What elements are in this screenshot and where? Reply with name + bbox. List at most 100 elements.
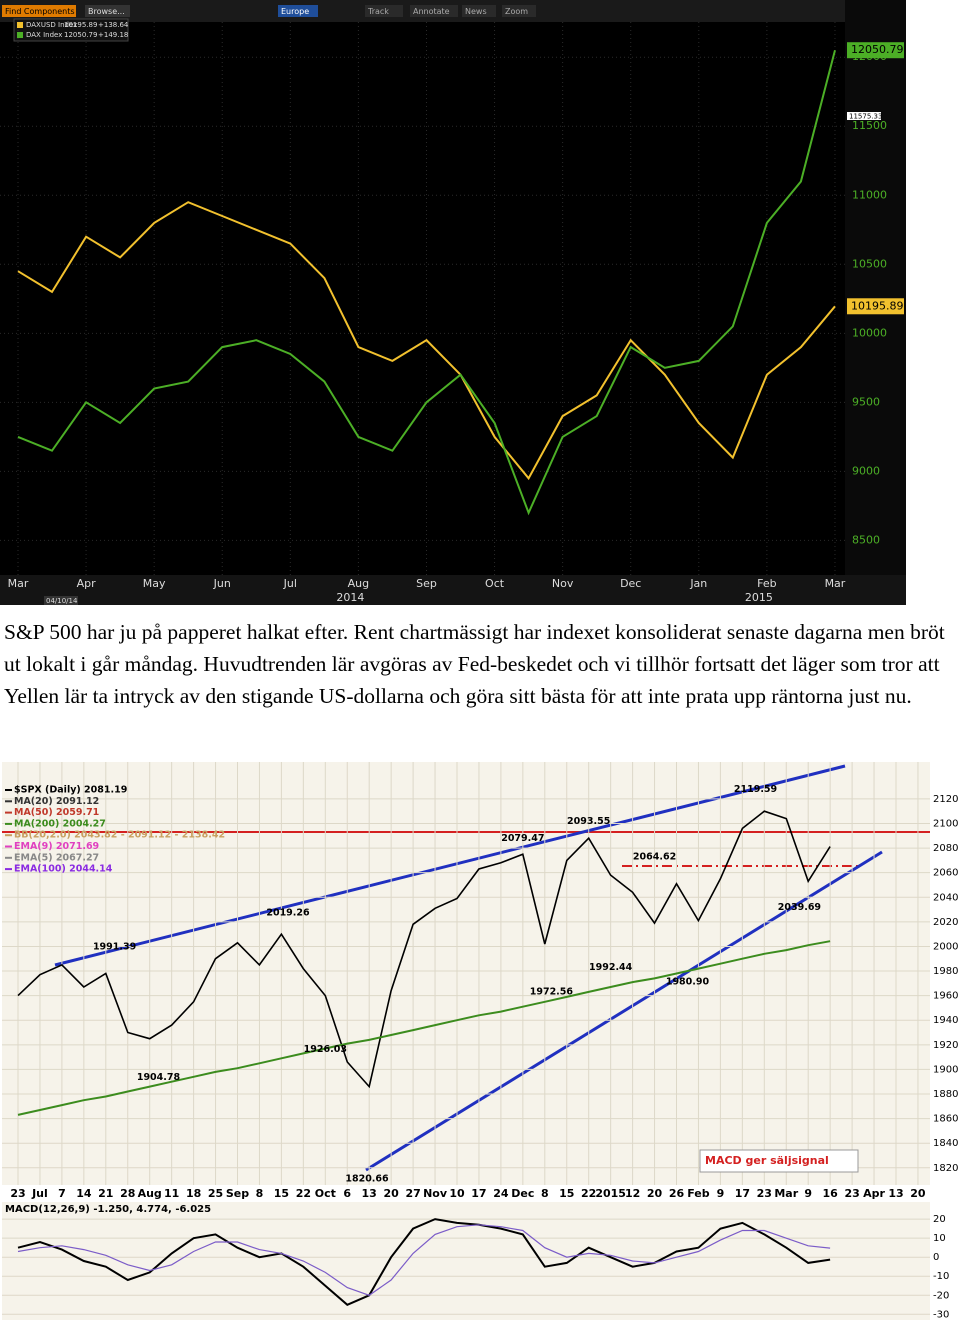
legend-change: +138.64 (98, 21, 129, 29)
y-tick-label: -10 (933, 1271, 949, 1282)
x-tick-label: 9 (804, 1187, 812, 1200)
y-tick-label: 1980 (933, 966, 958, 977)
x-tick-label: 21 (98, 1187, 113, 1200)
toolbar-label: Zoom (505, 7, 528, 16)
x-tick-label: Oct (315, 1187, 336, 1200)
x-tick-label: Mar (774, 1187, 798, 1200)
toolbar-button (502, 5, 536, 17)
toolbar-label: Track (367, 7, 389, 16)
x-tick-label: 15 (559, 1187, 574, 1200)
y-axis-band (845, 0, 906, 575)
legend-value: 10195.89 (64, 21, 97, 29)
x-tick-label: 8 (256, 1187, 264, 1200)
x-tick-label: Feb (757, 577, 776, 590)
legend-change: +149.18 (98, 31, 128, 39)
x-tick-label: 15 (274, 1187, 289, 1200)
toolbar-label: Annotate (413, 7, 450, 16)
y-tick-label: 2000 (933, 941, 958, 952)
last-value-label: 10195.89 (851, 299, 904, 312)
y-tick-label: 1820 (933, 1163, 958, 1174)
x-tick-label: Jan (689, 577, 707, 590)
legend-label: DAXUSD Index (26, 21, 77, 29)
last-value-label: 12050.79 (851, 43, 904, 56)
year-label: 2015 (745, 591, 773, 604)
toolbar-button (278, 5, 318, 17)
marker-label: 11575.33 (849, 113, 882, 121)
legend-swatch (17, 22, 23, 28)
price-annotation: 2119.59 (734, 784, 777, 795)
x-tick-label: May (143, 577, 166, 590)
y-tick-label: 8500 (852, 533, 880, 546)
x-tick-label: Jun (213, 577, 231, 590)
y-tick-label: 10000 (852, 326, 887, 339)
chart-background (0, 0, 906, 605)
price-annotation: 1820.66 (345, 1173, 389, 1184)
y-tick-label: 20 (933, 1214, 946, 1225)
y-tick-label: 11000 (852, 188, 887, 201)
y-tick-label: 1900 (933, 1064, 958, 1075)
y-tick-label: 1880 (933, 1089, 958, 1100)
y-tick-label: 2040 (933, 892, 958, 903)
spx-chart: 1820184018601880190019201940196019802000… (0, 760, 960, 1322)
toolbar-button (365, 5, 403, 17)
series-line (17, 810, 831, 1089)
legend-label: MA(200) 2004.27 (14, 818, 106, 829)
x-tick-label: 9 (717, 1187, 725, 1200)
price-panel (2, 762, 930, 1185)
x-tick-label: 23 (757, 1187, 772, 1200)
legend-label: EMA(100) 2044.14 (14, 864, 113, 875)
legend-label: BB(20,2.0) 2043.82 - 2091.12 - 2138.42 (14, 830, 225, 841)
price-annotation: 2079.47 (501, 833, 544, 844)
x-tick-label: 2015 (595, 1187, 626, 1200)
x-tick-label: 24 (493, 1187, 509, 1200)
y-tick-label: 1860 (933, 1114, 958, 1125)
x-tick-label: 26 (669, 1187, 685, 1200)
lower-trendline (365, 850, 883, 1172)
toolbar-button (85, 5, 130, 17)
series-line (17, 49, 836, 516)
x-tick-label: Sep (416, 577, 437, 590)
x-tick-label: 25 (208, 1187, 223, 1200)
y-tick-label: 1840 (933, 1138, 958, 1149)
x-tick-label: 16 (822, 1187, 838, 1200)
x-tick-label: Nov (423, 1187, 448, 1200)
x-tick-label: 12 (625, 1187, 640, 1200)
legend-swatch (17, 32, 23, 38)
note-label: MACD ger säljsignal (705, 1154, 829, 1167)
legend-label: MA(20) 2091.12 (14, 796, 99, 807)
y-tick-label: 0 (933, 1252, 939, 1263)
x-tick-label: 22 (296, 1187, 311, 1200)
y-tick-label: 10500 (852, 257, 887, 270)
y-tick-label: 2100 (933, 818, 958, 829)
x-tick-label: Nov (552, 577, 574, 590)
x-tick-label: Apr (863, 1187, 885, 1200)
x-tick-label: 22 (581, 1187, 596, 1200)
x-tick-label: 14 (76, 1187, 92, 1200)
toolbar-button (410, 5, 458, 17)
x-tick-label: Mar (825, 577, 846, 590)
x-tick-label: 23 (844, 1187, 859, 1200)
price-annotation: 1904.78 (137, 1072, 181, 1083)
x-tick-label: 20 (647, 1187, 663, 1200)
x-tick-label: 10 (449, 1187, 465, 1200)
series-line (17, 940, 831, 1116)
y-tick-label: 1940 (933, 1015, 958, 1026)
y-tick-label: 2020 (933, 917, 958, 928)
x-tick-label: 8 (541, 1187, 549, 1200)
legend-box (13, 18, 129, 42)
legend-label: MA(50) 2059.71 (14, 807, 99, 818)
price-annotation: 1972.56 (530, 987, 574, 998)
y-tick-label: 2060 (933, 868, 958, 879)
price-annotation: 1992.44 (589, 962, 633, 973)
legend-label: EMA(5) 2067.27 (14, 852, 99, 863)
macd-title: MACD(12,26,9) -1.250, 4.774, -6.025 (5, 1204, 211, 1215)
x-tick-label: 7 (58, 1187, 66, 1200)
x-tick-label: Dec (620, 577, 641, 590)
note-box (699, 1149, 859, 1173)
x-tick-label: 20 (383, 1187, 399, 1200)
x-tick-label: 27 (405, 1187, 420, 1200)
legend-label: DAX Index (26, 31, 62, 39)
year-label: 2014 (336, 591, 364, 604)
paragraph: S&P 500 har ju på papperet halkat efter.… (4, 620, 945, 708)
toolbar-button (2, 5, 76, 17)
